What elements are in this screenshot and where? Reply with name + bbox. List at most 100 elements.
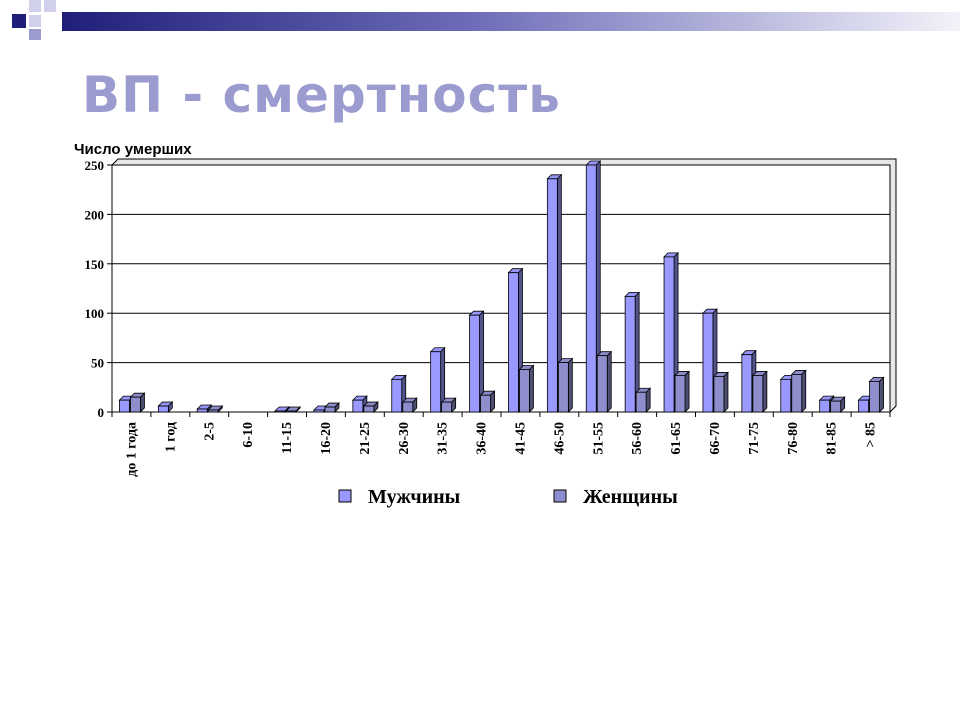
bar-front — [713, 376, 725, 413]
x-category-label: 31-35 — [436, 422, 451, 455]
bar-front — [585, 164, 597, 413]
bar-front — [752, 375, 764, 413]
bar-women — [635, 387, 652, 413]
bar-side — [490, 390, 495, 413]
legend-label: Женщины — [583, 486, 678, 508]
bar-front — [557, 362, 569, 413]
y-tick-label: 100 — [85, 306, 105, 321]
bar-front — [391, 378, 403, 413]
bar-women — [829, 396, 846, 413]
bar-front — [430, 351, 442, 413]
bar-women — [712, 371, 729, 413]
bar-front — [791, 374, 803, 413]
bar-women — [596, 350, 613, 413]
x-category-label: 56-60 — [630, 422, 645, 455]
bar-side — [567, 357, 573, 413]
y-tick-label: 250 — [85, 158, 105, 173]
y-tick-label: 200 — [85, 207, 105, 222]
top-decoration-bar — [12, 0, 960, 40]
bar-front — [635, 391, 647, 413]
bar-women — [440, 397, 457, 413]
x-category-label: 21-25 — [358, 422, 373, 455]
x-category-label: 1 год — [163, 422, 178, 452]
bar-women — [323, 402, 340, 413]
bar-front — [596, 355, 608, 413]
y-tick-label: 50 — [91, 356, 104, 371]
bar-side — [879, 376, 884, 413]
bar-front — [869, 380, 880, 413]
bar-front — [402, 401, 414, 413]
bar-front — [674, 375, 686, 413]
x-category-label: 71-75 — [747, 422, 762, 455]
bar-men — [468, 310, 485, 413]
bar-side — [684, 370, 690, 413]
bar-front — [352, 399, 364, 413]
x-category-label: 2-5 — [202, 422, 217, 441]
bar-front — [207, 409, 219, 413]
bar-front — [363, 405, 375, 413]
bar-women — [207, 405, 224, 413]
bar-front — [480, 394, 491, 413]
x-category-label: 66-70 — [708, 422, 723, 455]
x-category-label: 81-85 — [825, 422, 840, 455]
bar-front — [313, 409, 325, 413]
bar-women — [479, 390, 496, 413]
bar-women — [790, 369, 807, 413]
bar-front — [519, 369, 530, 413]
x-category-label: 16-20 — [319, 422, 334, 455]
x-category-label: до 1 года — [124, 422, 139, 477]
x-category-label: 76-80 — [786, 422, 801, 455]
bar-women — [518, 364, 535, 413]
bar-women — [285, 406, 302, 413]
y-axis-title: Число умерших — [74, 141, 192, 158]
x-category-label: 61-65 — [669, 422, 684, 455]
bar-men — [663, 251, 680, 413]
bar-side — [645, 387, 651, 413]
y-tick-label: 150 — [85, 257, 105, 272]
bar-front — [469, 314, 480, 413]
bar-women — [868, 376, 885, 413]
slide-title: ВП - смертность — [82, 66, 561, 124]
bar-men — [157, 401, 174, 413]
bar-front — [741, 354, 753, 413]
bar-women — [362, 401, 379, 413]
x-category-label: 11-15 — [280, 422, 295, 454]
bar-women — [674, 370, 691, 413]
x-category-label: 41-45 — [513, 422, 528, 455]
bar-front — [441, 401, 453, 413]
bar-front — [780, 378, 792, 413]
bar-women — [401, 397, 418, 413]
bar-front — [196, 408, 208, 413]
bar-women — [557, 357, 574, 413]
bar-front — [858, 399, 869, 413]
bar-front — [274, 410, 286, 413]
bar-front — [119, 399, 130, 413]
bar-women — [129, 392, 146, 413]
bar-side — [723, 371, 729, 413]
legend-swatch — [338, 489, 352, 503]
bar-men — [624, 291, 641, 413]
bar-front — [324, 406, 336, 413]
bar-side — [762, 370, 768, 413]
bar-side — [606, 350, 612, 413]
bar-men — [196, 404, 213, 413]
bar-side — [801, 369, 807, 413]
x-category-label: 6-10 — [241, 422, 256, 448]
plot-area — [111, 164, 891, 413]
bar-front — [830, 400, 842, 413]
chart-legend: Мужчины Женщины — [338, 486, 678, 508]
x-category-label: 36-40 — [475, 422, 490, 455]
bar-front — [157, 405, 169, 413]
legend-swatch — [553, 489, 567, 503]
x-category-label: 46-50 — [552, 422, 567, 455]
x-category-label: 26-30 — [397, 422, 412, 455]
bar-front — [663, 256, 675, 413]
bar-front — [702, 312, 714, 413]
x-category-label: 51-55 — [591, 422, 606, 455]
bar-women — [751, 370, 768, 413]
legend-label: Мужчины — [368, 486, 461, 508]
x-category-label: > 85 — [864, 422, 879, 447]
bar-front — [508, 272, 519, 413]
bar-side — [529, 364, 534, 413]
